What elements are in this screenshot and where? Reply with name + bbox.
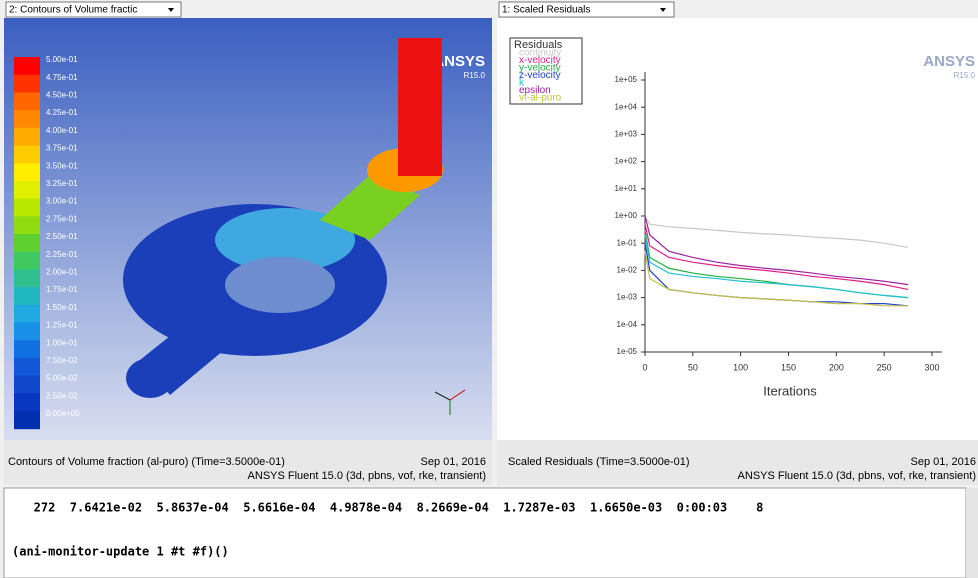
console-scrollbar[interactable] [966,488,978,578]
x-tick-label: 250 [877,362,892,372]
colorbar-label: 0.00e+00 [46,409,80,418]
colorbar-swatch [14,411,40,429]
colorbar-label: 3.25e-01 [46,179,78,188]
y-tick-label: 1e-02 [617,266,638,275]
x-tick-label: 150 [781,362,796,372]
y-tick-label: 1e-05 [617,347,638,356]
colorbar-swatch [14,305,40,323]
colorbar-swatch [14,110,40,128]
colorbar-label: 4.50e-01 [46,91,78,100]
colorbar-swatch [14,234,40,252]
y-tick-label: 1e+05 [615,75,638,84]
y-tick-label: 1e+04 [615,102,638,111]
page: 2: Contours of Volume fractic ANSYS R15.… [0,0,978,578]
colorbar-label: 3.50e-01 [46,161,78,170]
left-solver: ANSYS Fluent 15.0 (3d, pbns, vof, rke, t… [248,470,486,482]
colorbar-swatch [14,92,40,110]
console-line: 272 7.6421e-02 5.8637e-04 5.6616e-04 4.9… [12,501,763,515]
colorbar-label: 1.25e-01 [46,321,78,330]
x-tick-label: 300 [924,362,939,372]
colorbar-swatch [14,323,40,341]
colorbar-label: 2.00e-01 [46,268,78,277]
right-date: Sep 01, 2016 [911,456,976,468]
fluent-window: 2: Contours of Volume fractic ANSYS R15.… [0,0,978,578]
y-tick-label: 1e-01 [617,238,638,247]
colorbar-label: 7.50e-02 [46,356,78,365]
x-tick-label: 0 [642,362,647,372]
colorbar-label: 1.75e-01 [46,285,78,294]
logo: ANSYS [923,53,975,70]
x-tick-label: 50 [688,362,698,372]
colorbar-swatch [14,358,40,376]
colorbar-swatch [14,128,40,146]
colorbar-label: 2.75e-01 [46,214,78,223]
colorbar-label: 5.00e-01 [46,55,78,64]
colorbar-label: 5.00e-02 [46,374,78,383]
riser [398,38,442,176]
colorbar-label: 4.75e-01 [46,73,78,82]
ring-hole [225,257,335,313]
handle-end [126,358,174,398]
colorbar-swatch [14,75,40,93]
colorbar-label: 1.50e-01 [46,303,78,312]
colorbar-label: 2.50e-01 [46,232,78,241]
colorbar-label: 1.00e-01 [46,338,78,347]
y-tick-label: 1e-03 [617,293,638,302]
colorbar-swatch [14,393,40,411]
colorbar-swatch [14,57,40,75]
y-tick-label: 1e+01 [615,184,638,193]
colorbar-swatch [14,216,40,234]
colorbar-label: 3.75e-01 [46,144,78,153]
left-date: Sep 01, 2016 [421,456,486,468]
colorbar-swatch [14,252,40,270]
y-tick-label: 1e+03 [615,130,638,139]
left-caption: Contours of Volume fraction (al-puro) (T… [8,456,285,468]
legend-entry: z-velocity [519,70,561,81]
colorbar-swatch [14,376,40,394]
colorbar-swatch [14,287,40,305]
colorbar-swatch [14,163,40,181]
version: R15.0 [954,71,976,80]
x-tick-label: 200 [829,362,844,372]
y-tick-label: 1e+02 [615,157,638,166]
left-dropdown-label: 2: Contours of Volume fractic [9,5,137,16]
right-dropdown-label: 1: Scaled Residuals [502,5,590,16]
y-tick-label: 1e+00 [615,211,638,220]
right-solver: ANSYS Fluent 15.0 (3d, pbns, vof, rke, t… [738,470,976,482]
colorbar-swatch [14,269,40,287]
x-axis-label: Iterations [763,383,817,398]
residual-viewport [497,18,978,440]
colorbar-swatch [14,181,40,199]
colorbar-swatch [14,199,40,217]
colorbar-label: 2.25e-01 [46,250,78,259]
colorbar-label: 4.25e-01 [46,108,78,117]
colorbar-swatch [14,146,40,164]
legend-entry: vf-al-puro [519,93,562,104]
x-tick-label: 100 [733,362,748,372]
colorbar-label: 2.50e-02 [46,391,78,400]
version: R15.0 [464,71,486,80]
colorbar-label: 3.00e-01 [46,197,78,206]
colorbar-label: 4.00e-01 [46,126,78,135]
console-line: (ani-monitor-update 1 #t #f)() [12,545,229,559]
y-tick-label: 1e-04 [617,320,638,329]
right-caption: Scaled Residuals (Time=3.5000e-01) [508,456,690,468]
colorbar-swatch [14,340,40,358]
